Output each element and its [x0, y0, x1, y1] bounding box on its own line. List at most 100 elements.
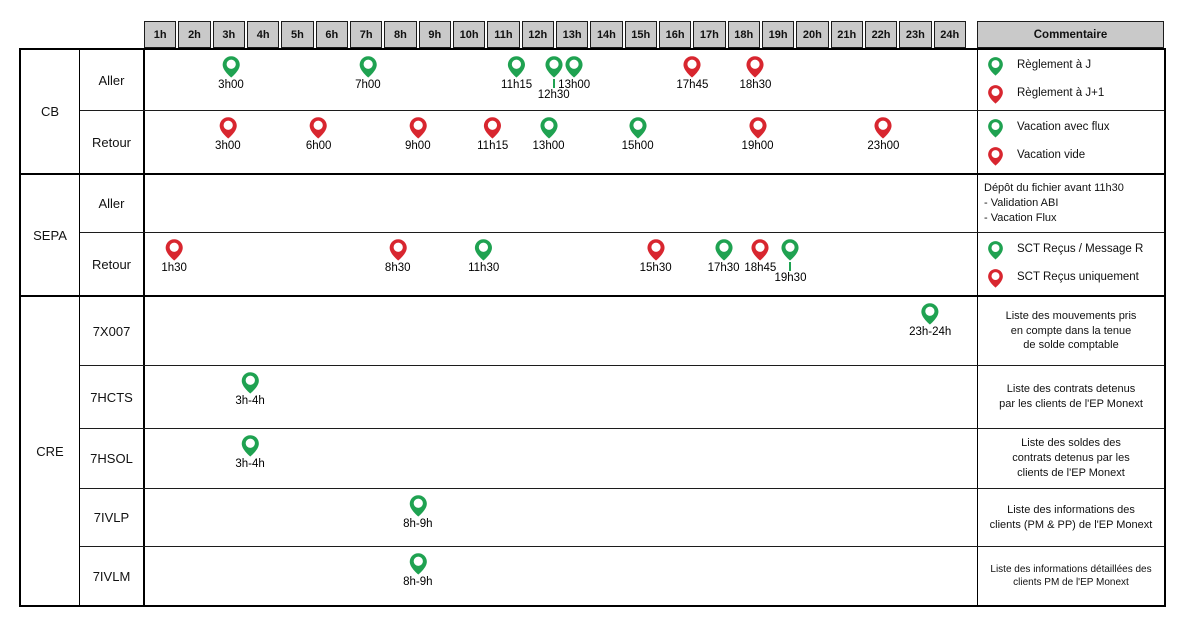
- row-label: Aller: [80, 50, 145, 110]
- marker-time-label: 15h00: [621, 140, 654, 152]
- marker-time-label: 18h30: [739, 79, 772, 91]
- legend-label: Règlement à J+1: [1017, 87, 1105, 100]
- hour-header-cell: 22h: [864, 21, 898, 48]
- marker-time-label: 8h-9h: [403, 576, 433, 588]
- time-marker: 15h00: [622, 116, 654, 152]
- hour-header-cell: 17h: [693, 21, 726, 48]
- group-label: CB: [21, 50, 80, 173]
- timeline-row: 3h00 7h00 11h15 12h30 13h00 17h45 18h30: [145, 50, 978, 110]
- time-marker: 7h00: [355, 55, 381, 91]
- timeline-row: 3h-4h: [145, 366, 978, 428]
- marker-time-label: 17h30: [707, 262, 740, 274]
- timeline-row: 23h-24h: [145, 297, 978, 365]
- time-marker: 23h-24h: [909, 302, 951, 338]
- comment-column-header: Commentaire: [977, 21, 1164, 48]
- marker-time-label: 18h45: [744, 262, 777, 274]
- comment-line: clients PM de l'EP Monext: [1013, 577, 1129, 588]
- map-pin-icon: [988, 85, 1003, 104]
- schedule-row: 7HCTS 3h-4h Liste des contrats detenus par …: [80, 366, 1164, 429]
- map-pin-icon: [165, 239, 183, 261]
- legend-item: Vacation avec flux: [984, 118, 1158, 138]
- map-pin-icon: [629, 117, 647, 139]
- map-pin-icon: [241, 372, 259, 394]
- marker-time-label: 17h45: [676, 79, 709, 91]
- timeline-row: 8h-9h: [145, 547, 978, 605]
- schedule-row: Aller Dépôt du fichier avant 11h30 - Valid…: [80, 175, 1164, 233]
- legend-label: SCT Reçus / Message R: [1017, 243, 1144, 256]
- time-marker: 9h00: [405, 116, 431, 152]
- group-label: CRE: [21, 297, 80, 605]
- map-pin-icon: [475, 239, 493, 261]
- comment-line: de solde comptable: [1023, 339, 1119, 352]
- hour-header-cell: 7h: [349, 21, 383, 48]
- map-pin-icon: [409, 495, 427, 517]
- map-pin-icon: [539, 117, 558, 139]
- time-marker: 17h45: [676, 55, 708, 91]
- legend-label: SCT Reçus uniquement: [1017, 271, 1139, 284]
- map-pin-icon: [715, 239, 733, 261]
- row-label: Retour: [80, 111, 145, 173]
- schedule-table-body: CB Aller 3h00 7h00 11h15 12h30 13h00 17h45 18h30…: [19, 48, 1166, 607]
- row-label: 7IVLM: [80, 547, 145, 605]
- legend-label: Règlement à J: [1017, 59, 1092, 72]
- legend-label: Vacation vide: [1017, 149, 1086, 162]
- comment-cell: Dépôt du fichier avant 11h30 - Validation…: [978, 175, 1164, 232]
- time-marker: 3h00: [218, 55, 244, 91]
- schedule-row: 7IVLP 8h-9h Liste des informations des clie…: [80, 489, 1164, 547]
- legend-item: Vacation vide: [984, 146, 1158, 166]
- map-pin-icon: [647, 239, 665, 261]
- hour-header-cell: 2h: [178, 21, 211, 48]
- schedule-row: Retour 3h00 6h00 9h00 11h15 13h00 15h00 19h00 23…: [80, 111, 1164, 173]
- legend-item: SCT Reçus uniquement: [984, 268, 1158, 288]
- marker-connector: [789, 262, 792, 271]
- group-cre: CRE 7X007 23h-24h Liste des mouvements pris…: [21, 297, 1164, 605]
- time-marker: 6h00: [305, 116, 332, 152]
- map-pin-icon: [988, 119, 1003, 138]
- hour-header-cell: 8h: [384, 21, 417, 48]
- time-marker: 18h30: [739, 55, 771, 91]
- comment-line: par les clients de l'EP Monext: [999, 398, 1143, 410]
- marker-time-label: 7h00: [355, 79, 381, 91]
- time-marker: 11h30: [468, 238, 499, 274]
- legend-item: Règlement à J: [984, 56, 1158, 76]
- hour-header-cell: 18h: [727, 21, 760, 48]
- schedule-row: 7X007 23h-24h Liste des mouvements pris en …: [80, 297, 1164, 366]
- comment-line: clients de l'EP Monext: [1017, 466, 1125, 479]
- hour-header-cell: 6h: [315, 21, 348, 48]
- timeline-row: 3h-4h: [145, 429, 978, 488]
- marker-time-label: 6h00: [305, 140, 332, 152]
- time-marker: 15h30: [640, 238, 672, 274]
- map-pin-icon: [988, 57, 1003, 76]
- legend-item: Règlement à J+1: [984, 84, 1158, 104]
- time-marker: 12h30: [538, 55, 570, 101]
- map-pin-icon: [359, 56, 377, 78]
- comment-line: en compte dans la tenue: [1010, 324, 1132, 337]
- hour-header-cell: 20h: [796, 21, 829, 48]
- map-pin-icon: [988, 269, 1003, 288]
- map-pin-icon: [874, 117, 892, 139]
- marker-time-label: 13h00: [532, 140, 565, 152]
- marker-time-label: 23h-24h: [909, 326, 952, 338]
- comment-cell: Règlement à J Règlement à J+1: [978, 50, 1164, 110]
- time-marker: 19h00: [742, 116, 774, 152]
- row-label: Retour: [80, 233, 145, 295]
- comment-cell: Liste des soldes des contrats detenus par…: [978, 429, 1164, 488]
- row-label: 7HCTS: [80, 366, 145, 428]
- marker-time-label: 11h15: [501, 79, 533, 91]
- map-pin-icon: [241, 435, 259, 457]
- time-marker: 11h15: [501, 55, 532, 91]
- legend-label: Vacation avec flux: [1017, 121, 1110, 134]
- time-marker: 19h30: [774, 238, 806, 284]
- hour-header-cell: 11h: [487, 21, 520, 48]
- row-label: 7IVLP: [80, 489, 145, 546]
- marker-time-label: 3h-4h: [235, 458, 265, 470]
- hour-header-cell: 9h: [418, 21, 451, 48]
- map-pin-icon: [751, 239, 769, 261]
- map-pin-icon: [389, 239, 407, 261]
- hour-header-cell: 13h: [555, 21, 589, 48]
- time-marker: 17h30: [708, 238, 740, 274]
- marker-time-label: 23h00: [867, 140, 900, 152]
- hour-header-cell: 12h: [521, 21, 554, 48]
- timeline-row: 1h30 8h30 11h30 15h30 17h30 18h45 19h30: [145, 233, 978, 295]
